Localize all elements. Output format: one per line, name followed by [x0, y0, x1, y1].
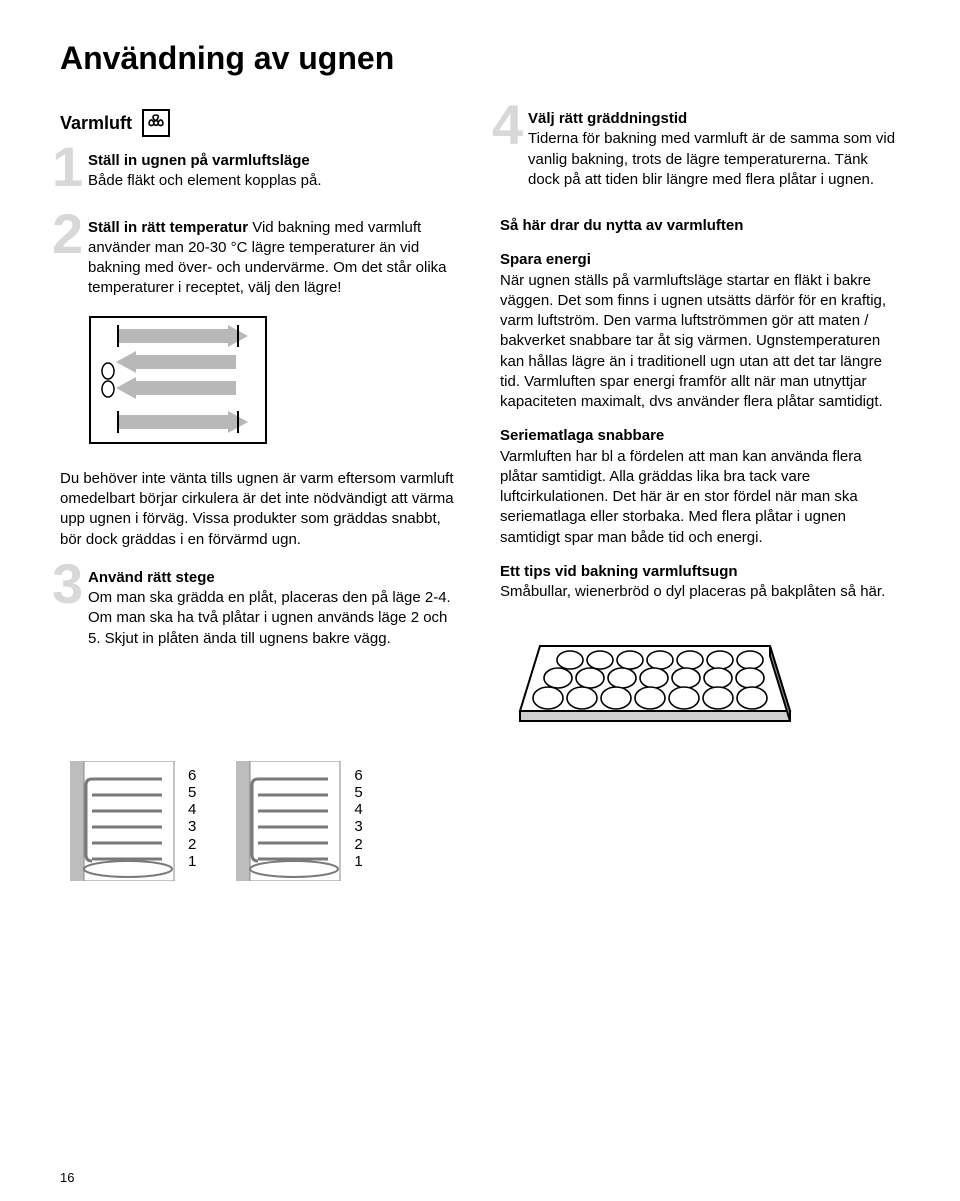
- rack-label: 6: [354, 767, 362, 784]
- rack-label: 3: [188, 818, 196, 835]
- rack-diagrams-row: 6 5 4 3 2 1 6 5 4 3 2 1: [70, 761, 900, 881]
- spara-title: Spara energi: [500, 251, 591, 268]
- rack-1-labels: 6 5 4 3 2 1: [188, 767, 196, 871]
- varmluft-label: Varmluft: [60, 111, 132, 135]
- baking-tray-diagram: [500, 616, 900, 742]
- tips-body: Småbullar, wienerbröd o dyl placeras på …: [500, 583, 885, 600]
- rack-diagram-1: 6 5 4 3 2 1: [70, 761, 196, 881]
- rack-label: 3: [354, 818, 362, 835]
- step-4-title: Välj rätt gräddningstid: [528, 110, 687, 127]
- rack-label: 2: [188, 836, 196, 853]
- rack-label: 1: [188, 853, 196, 870]
- varmluft-heading: Varmluft: [60, 109, 460, 137]
- page-title: Användning av ugnen: [60, 40, 900, 77]
- step-3: 3 Använd rätt stege Om man ska grädda en…: [60, 568, 460, 649]
- step-2-after-text: Du behöver inte vänta tills ugnen är var…: [60, 469, 460, 550]
- step-4-body: Tiderna för bakning med varmluft är de s…: [528, 130, 895, 188]
- step-2-title: Ställ in rätt temperatur: [88, 219, 248, 236]
- rack-label: 5: [188, 784, 196, 801]
- step-1-body: Både fläkt och element kopplas på.: [88, 172, 321, 189]
- spara-energi-section: Spara energi När ugnen ställs på varmluf…: [500, 250, 900, 412]
- fan-icon: [142, 109, 170, 137]
- rack-label: 1: [354, 853, 362, 870]
- tips-title: Ett tips vid bakning varmluftsugn: [500, 563, 738, 580]
- rack-diagram-2: 6 5 4 3 2 1: [236, 761, 362, 881]
- oven-airflow-diagram: [88, 315, 460, 451]
- rack-label: 5: [354, 784, 362, 801]
- left-column: Varmluft 1 Ställ in ugnen på varmluftslä…: [60, 109, 460, 743]
- step-3-body: Om man ska grädda en plåt, placeras den …: [88, 589, 451, 647]
- step-3-title: Använd rätt stege: [88, 569, 215, 586]
- tips-section: Ett tips vid bakning varmluftsugn Småbul…: [500, 562, 900, 603]
- two-column-layout: Varmluft 1 Ställ in ugnen på varmluftslä…: [60, 109, 900, 743]
- step-1-title: Ställ in ugnen på varmluftsläge: [88, 152, 310, 169]
- rack-label: 4: [188, 801, 196, 818]
- rack-label: 6: [188, 767, 196, 784]
- step-1: 1 Ställ in ugnen på varmluftsläge Både f…: [60, 151, 460, 192]
- page-number: 16: [60, 1170, 74, 1185]
- rack-label: 2: [354, 836, 362, 853]
- step-2: 2 Ställ in rätt temperatur Vid bakning m…: [60, 218, 460, 299]
- rack-label: 4: [354, 801, 362, 818]
- serie-section: Seriematlaga snabbare Varmluften har bl …: [500, 426, 900, 548]
- step-4: 4 Välj rätt gräddningstid Tiderna för ba…: [500, 109, 900, 190]
- serie-body: Varmluften har bl a fördelen att man kan…: [500, 448, 862, 546]
- spara-body: När ugnen ställs på varmluftsläge starta…: [500, 272, 886, 411]
- right-column: 4 Välj rätt gräddningstid Tiderna för ba…: [500, 109, 900, 743]
- rack-2-labels: 6 5 4 3 2 1: [354, 767, 362, 871]
- benefits-heading: Så här drar du nytta av varmluften: [500, 216, 900, 236]
- serie-title: Seriematlaga snabbare: [500, 427, 664, 444]
